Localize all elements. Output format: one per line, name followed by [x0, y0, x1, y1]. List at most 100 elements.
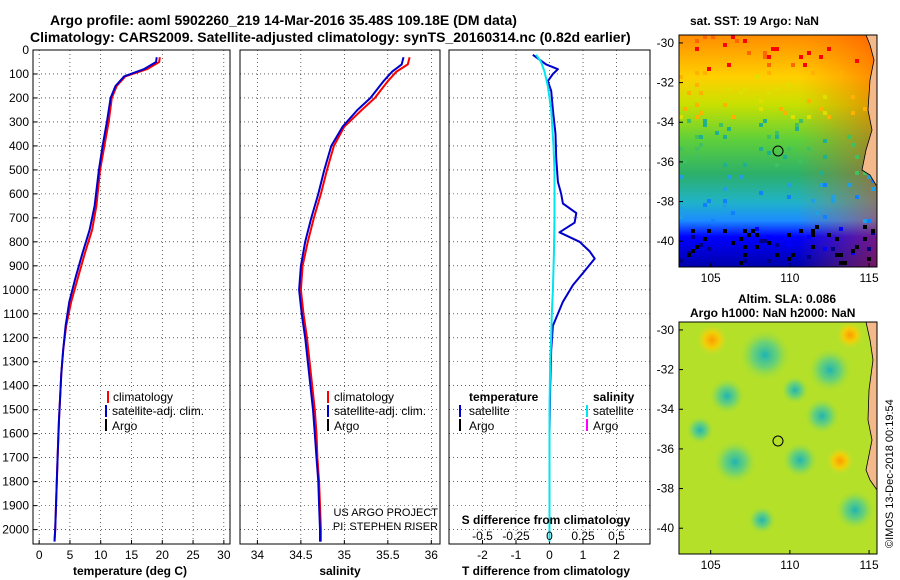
sst-pixel — [799, 119, 803, 123]
sst-pixel — [719, 123, 723, 127]
sst-pixel — [727, 175, 731, 179]
sst-cloud-pixel — [811, 229, 815, 233]
s-diff-tick-label: -0.25 — [502, 529, 530, 543]
sst-pixel — [851, 95, 855, 99]
sst-cloud-pixel — [787, 233, 791, 237]
sst-pixel — [695, 71, 699, 75]
sla-low-eddy — [808, 348, 852, 392]
sst-cloud-pixel — [791, 253, 795, 257]
sst-map-title: sat. SST: 19 Argo: NaN — [690, 14, 819, 28]
sst-pixel — [679, 75, 683, 79]
sst-pixel — [867, 175, 871, 179]
sst-pixel — [795, 123, 799, 127]
sst-pixel — [803, 63, 807, 67]
sst-pixel — [755, 227, 759, 231]
temperature-grid — [33, 49, 230, 544]
depth-tick-label: 100 — [9, 67, 29, 81]
sst-pixel — [727, 87, 731, 91]
map-lat-label: -36 — [657, 442, 675, 456]
sla-low-eddy — [709, 378, 745, 414]
depth-tick-label: 700 — [9, 211, 29, 225]
sst-pixel — [823, 247, 827, 251]
sst-pixel — [767, 135, 771, 139]
sst-cloud-pixel — [691, 249, 695, 253]
sst-cloud-pixel — [755, 245, 759, 249]
sla-map-title-1: Altim. SLA: 0.086 — [738, 292, 837, 306]
map-lon-label: 105 — [701, 558, 721, 572]
x-tick-label: 15 — [125, 548, 139, 562]
series-line-satellite-adj-clim- — [53, 57, 158, 542]
sst-cloud-pixel — [855, 245, 859, 249]
sst-pixel — [787, 183, 791, 187]
sst-pixel — [807, 115, 811, 119]
sst-pixel — [807, 99, 811, 103]
sst-pixel — [695, 83, 699, 87]
sst-pixel — [707, 199, 711, 203]
difference-panel: -2 -1 0 1 2 T difference from climatology S … — [448, 49, 651, 578]
sst-pixel — [695, 115, 699, 119]
depth-tick-label: 1300 — [2, 355, 29, 369]
sla-map: 105 110 115 -30 -32 -34 -36 -38 -40 — [657, 321, 879, 572]
temperature-legend: climatology satellite-adj. clim. Argo — [105, 390, 204, 433]
sst-pixel — [679, 115, 683, 119]
sst-cloud-pixel — [751, 229, 755, 233]
sst-pixel — [795, 127, 799, 131]
sst-pixel — [695, 47, 699, 51]
sla-tick-labels: 105 110 115 -30 -32 -34 -36 -38 -40 — [657, 323, 879, 572]
x-tick-label: 5 — [67, 548, 74, 562]
depth-tick-label: 1900 — [2, 499, 29, 513]
series-line-temperature-satellite — [532, 53, 596, 542]
legend-t-argo-label: Argo — [469, 419, 495, 433]
sst-pixel — [783, 111, 787, 115]
pi-credit: PI: STEPHEN RISER — [333, 521, 438, 533]
sst-pixel — [827, 115, 831, 119]
sst-cloud-pixel — [811, 233, 815, 237]
sst-pixel — [819, 107, 823, 111]
sst-patches — [679, 35, 875, 265]
sst-pixel — [775, 47, 779, 51]
sst-pixel — [763, 239, 767, 243]
depth-tick-label: 500 — [9, 163, 29, 177]
legend-t-argo-swatch — [459, 419, 461, 431]
sst-pixel — [723, 187, 727, 191]
sst-pixel — [759, 191, 763, 195]
legend-s-satellite-swatch — [586, 405, 588, 417]
legend-salinity-title: salinity — [593, 390, 635, 404]
x-tick-label: 35.5 — [376, 548, 400, 562]
sst-pixel — [767, 55, 771, 59]
sst-pixel — [679, 215, 683, 219]
legend-climatology-swatch — [327, 391, 329, 403]
sst-pixel — [723, 103, 727, 107]
depth-tick-label: 900 — [9, 259, 29, 273]
sst-cloud-pixel — [811, 245, 815, 249]
sst-cloud-pixel — [707, 229, 711, 233]
sst-map: 105 110 115 -30 -32 -34 -36 -38 -40 — [657, 34, 879, 285]
sst-cloud-pixel — [787, 257, 791, 261]
sst-cloud-pixel — [739, 237, 743, 241]
sst-pixel — [767, 259, 771, 263]
sst-pixel — [819, 183, 823, 187]
sst-pixel — [799, 55, 803, 59]
sla-low-eddy — [686, 416, 714, 444]
s-diff-tick-label: 0 — [546, 529, 553, 543]
temperature-series — [53, 57, 161, 542]
map-lat-label: -38 — [657, 482, 675, 496]
sla-low-eddy — [739, 329, 791, 381]
sst-pixel — [703, 203, 707, 207]
s-difference-tick-labels: -0.5 -0.25 0 0.25 0.5 — [472, 529, 625, 543]
sst-pixel — [691, 235, 695, 239]
sst-pixel — [699, 111, 703, 115]
sst-pixel — [679, 207, 683, 211]
sst-pixel — [727, 127, 731, 131]
sla-low-eddy — [781, 376, 809, 404]
sst-pixel — [683, 107, 687, 111]
sst-pixel — [759, 99, 763, 103]
sst-pixel — [759, 239, 763, 243]
sst-pixel — [687, 91, 691, 95]
sst-pixel — [767, 71, 771, 75]
sst-pixel — [699, 135, 703, 139]
sla-high-eddy — [696, 324, 728, 356]
temperature-xlabel: temperature (deg C) — [73, 564, 187, 578]
sst-pixel — [807, 235, 811, 239]
sst-pixel — [847, 135, 851, 139]
